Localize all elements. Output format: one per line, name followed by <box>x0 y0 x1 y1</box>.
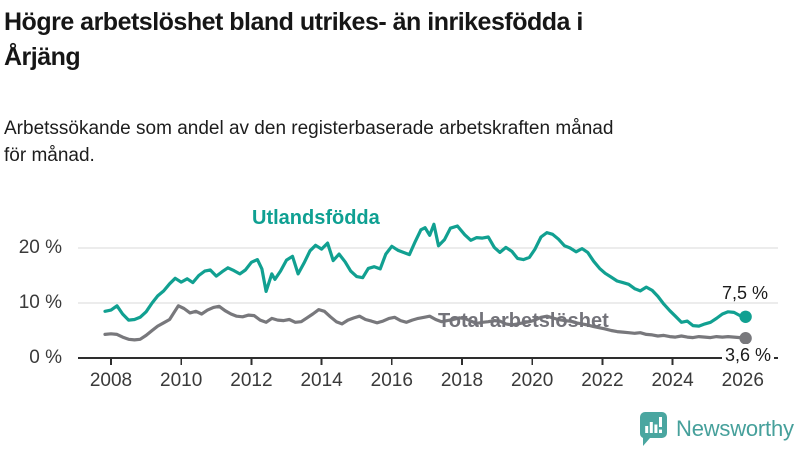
x-axis-tick-label: 2016 <box>370 370 413 391</box>
newsworthy-logo: Newsworthy <box>638 411 794 447</box>
x-axis-tick-label: 2010 <box>160 370 203 391</box>
x-axis-tick-label: 2012 <box>230 370 273 391</box>
y-axis-tick-label: 20 % <box>18 237 62 258</box>
x-axis-tick-label: 2020 <box>511 370 554 391</box>
x-axis-tick-label: 2026 <box>721 370 764 391</box>
end-value-label-utlandsfodda: 7,5 % <box>721 283 768 303</box>
chart-title: Högre arbetslöshet bland utrikes- än inr… <box>4 5 774 75</box>
end-value-label-total: 3,6 % <box>722 344 775 366</box>
series-label-utlandsfodda: Utlandsfödda <box>252 207 380 229</box>
series-label-total-arbetsloshet: Total arbetslöshet <box>438 310 609 332</box>
y-axis-tick-label: 10 % <box>18 292 62 313</box>
chart-subtitle-line1: Arbetssökande som andel av den registerb… <box>4 118 614 139</box>
x-axis-tick-label: 2022 <box>581 370 624 391</box>
x-axis-tick-label: 2008 <box>89 370 133 391</box>
x-axis-tick-label: 2014 <box>300 370 343 391</box>
newsworthy-wordmark: Newsworthy <box>676 416 794 441</box>
chart-title-line2: Årjäng <box>4 43 81 71</box>
x-axis-tick-label: 2018 <box>440 370 484 391</box>
series-end-dot-utlandsfodda <box>739 310 752 323</box>
newsworthy-bubble-chart-icon <box>640 412 667 446</box>
chart-subtitle-line2: för månad. <box>4 145 95 166</box>
chart-title-line1: Högre arbetslöshet bland utrikes- än inr… <box>4 8 583 36</box>
series-line-utlandsfodda <box>103 222 748 328</box>
series-end-dot-total-arbetsloshet <box>739 332 752 345</box>
x-axis-tick-label: 2024 <box>651 370 694 391</box>
y-axis-tick-label: 0 % <box>29 347 62 368</box>
series-line-total-arbetsloshet <box>103 304 748 342</box>
chart-subtitle: Arbetssökande som andel av den registerb… <box>4 115 794 169</box>
